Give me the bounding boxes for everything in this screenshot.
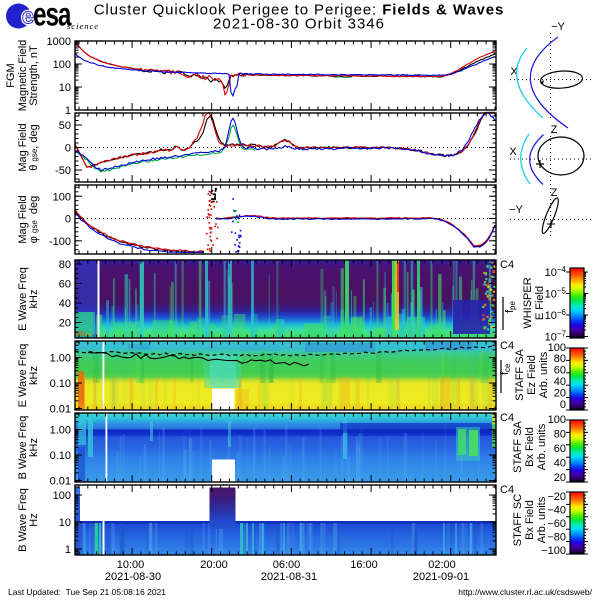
svg-text:0.01: 0.01: [50, 476, 71, 488]
svg-text:E Wave Freq: E Wave Freq: [17, 267, 29, 331]
svg-text:Ez Field: Ez Field: [526, 355, 538, 395]
svg-text:100: 100: [53, 191, 71, 203]
svg-text:20: 20: [59, 318, 71, 330]
svg-text:Bx Field: Bx Field: [524, 427, 536, 467]
svg-text:−Y: −Y: [551, 21, 565, 33]
svg-text:100: 100: [548, 342, 566, 354]
svg-text:60: 60: [554, 365, 566, 377]
svg-text:10:00: 10:00: [117, 559, 145, 571]
svg-text:10: 10: [59, 82, 71, 94]
svg-text:80: 80: [59, 259, 71, 271]
svg-text:Last Updated: Tue Sep 21 05:0: Last Updated: Tue Sep 21 05:08:16 2021: [8, 587, 166, 597]
svg-text:80: 80: [554, 353, 566, 365]
svg-text:esa: esa: [33, 0, 72, 33]
svg-text:kHz: kHz: [28, 366, 40, 385]
svg-text:B Wave Freq: B Wave Freq: [17, 488, 29, 552]
svg-text:Bx Field: Bx Field: [524, 500, 536, 540]
svg-text:2021-08-30: 2021-08-30: [105, 571, 161, 583]
svg-text:WHISPER: WHISPER: [522, 277, 534, 328]
svg-text:Cluster Quicklook Perigee to P: Cluster Quicklook Perigee to Perigee: Fi…: [94, 2, 505, 19]
svg-text:60: 60: [554, 443, 566, 455]
svg-text:Z: Z: [551, 124, 558, 136]
svg-text:Strength, nT: Strength, nT: [28, 45, 40, 106]
svg-text:e: e: [22, 4, 34, 29]
svg-text:Arb. units: Arb. units: [536, 496, 548, 543]
svg-text:2021-08-30 Orbit 3346: 2021-08-30 Orbit 3346: [213, 16, 385, 33]
svg-text:1.00: 1.00: [50, 353, 71, 365]
svg-text:X: X: [509, 146, 517, 158]
svg-text:http://www.cluster.rl.ac.uk/cs: http://www.cluster.rl.ac.uk/csdsweb/: [458, 587, 592, 597]
svg-text:E Wave Freq: E Wave Freq: [17, 344, 29, 408]
svg-text:C4: C4: [500, 484, 514, 496]
svg-text:fpe: fpe: [504, 300, 517, 313]
svg-text:C4: C4: [500, 259, 514, 271]
svg-text:0: 0: [65, 143, 71, 155]
svg-text:40: 40: [554, 458, 566, 470]
svg-text:kHz: kHz: [28, 438, 40, 457]
svg-text:40: 40: [59, 298, 71, 310]
svg-text:X: X: [510, 66, 518, 78]
svg-text:0: 0: [65, 214, 71, 226]
svg-text:1.00: 1.00: [50, 425, 71, 437]
svg-text:-100: -100: [49, 236, 71, 248]
svg-text:0: 0: [560, 399, 566, 411]
svg-text:0.10: 0.10: [50, 378, 71, 390]
svg-text:kHz: kHz: [28, 290, 40, 309]
svg-text:STAFF SC: STAFF SC: [512, 494, 524, 546]
svg-text:Arb. units: Arb. units: [538, 351, 550, 398]
svg-text:−100: −100: [541, 545, 566, 557]
svg-text:C4: C4: [500, 340, 514, 352]
svg-text:−40: −40: [547, 505, 566, 517]
svg-text:φ gse deg: φ gse deg: [28, 196, 40, 244]
svg-text:20: 20: [554, 388, 566, 400]
svg-text:Magnetic Field: Magnetic Field: [17, 40, 29, 112]
svg-text:science: science: [67, 21, 99, 31]
svg-text:0.10: 0.10: [50, 450, 71, 462]
svg-text:80: 80: [554, 429, 566, 441]
svg-text:16:00: 16:00: [350, 559, 378, 571]
svg-text:50: 50: [59, 120, 71, 132]
svg-text:Mag Field: Mag Field: [17, 123, 29, 171]
svg-text:Arb. units: Arb. units: [536, 423, 548, 470]
svg-text:100: 100: [53, 490, 71, 502]
svg-text:C4: C4: [500, 412, 514, 424]
svg-text:60: 60: [59, 279, 71, 291]
svg-text:10: 10: [59, 517, 71, 529]
svg-text:1: 1: [65, 105, 71, 117]
svg-text:−80: −80: [547, 532, 566, 544]
svg-text:e: e: [22, 4, 34, 29]
svg-text:B Wave Freq: B Wave Freq: [17, 416, 29, 480]
svg-text:06:00: 06:00: [273, 559, 301, 571]
svg-text:fce: fce: [499, 363, 512, 375]
svg-text:STAFF SA: STAFF SA: [512, 420, 524, 472]
svg-text:100: 100: [53, 59, 71, 71]
svg-text:Mag Field: Mag Field: [17, 195, 29, 243]
svg-text:−Y: −Y: [509, 204, 523, 216]
svg-text:−20: −20: [547, 491, 566, 503]
svg-text:02:00: 02:00: [428, 559, 456, 571]
svg-text:Z: Z: [551, 187, 558, 199]
svg-text:FGM: FGM: [5, 63, 17, 87]
svg-text:40: 40: [554, 376, 566, 388]
svg-text:1: 1: [65, 544, 71, 556]
svg-text:E Field: E Field: [534, 286, 546, 320]
svg-text:2021-08-31: 2021-08-31: [261, 571, 317, 583]
svg-text:-50: -50: [55, 165, 71, 177]
svg-text:STAFF SA: STAFF SA: [514, 348, 526, 400]
svg-text:0.01: 0.01: [50, 404, 71, 416]
svg-text:−60: −60: [547, 518, 566, 530]
svg-text:1000: 1000: [47, 36, 71, 48]
svg-text:20:00: 20:00: [200, 559, 228, 571]
svg-text:2021-09-01: 2021-09-01: [413, 571, 469, 583]
svg-text:Hz: Hz: [28, 513, 40, 526]
svg-text:20: 20: [554, 472, 566, 484]
svg-text:100: 100: [548, 414, 566, 426]
svg-text:θ gse, deg: θ gse, deg: [28, 124, 40, 171]
